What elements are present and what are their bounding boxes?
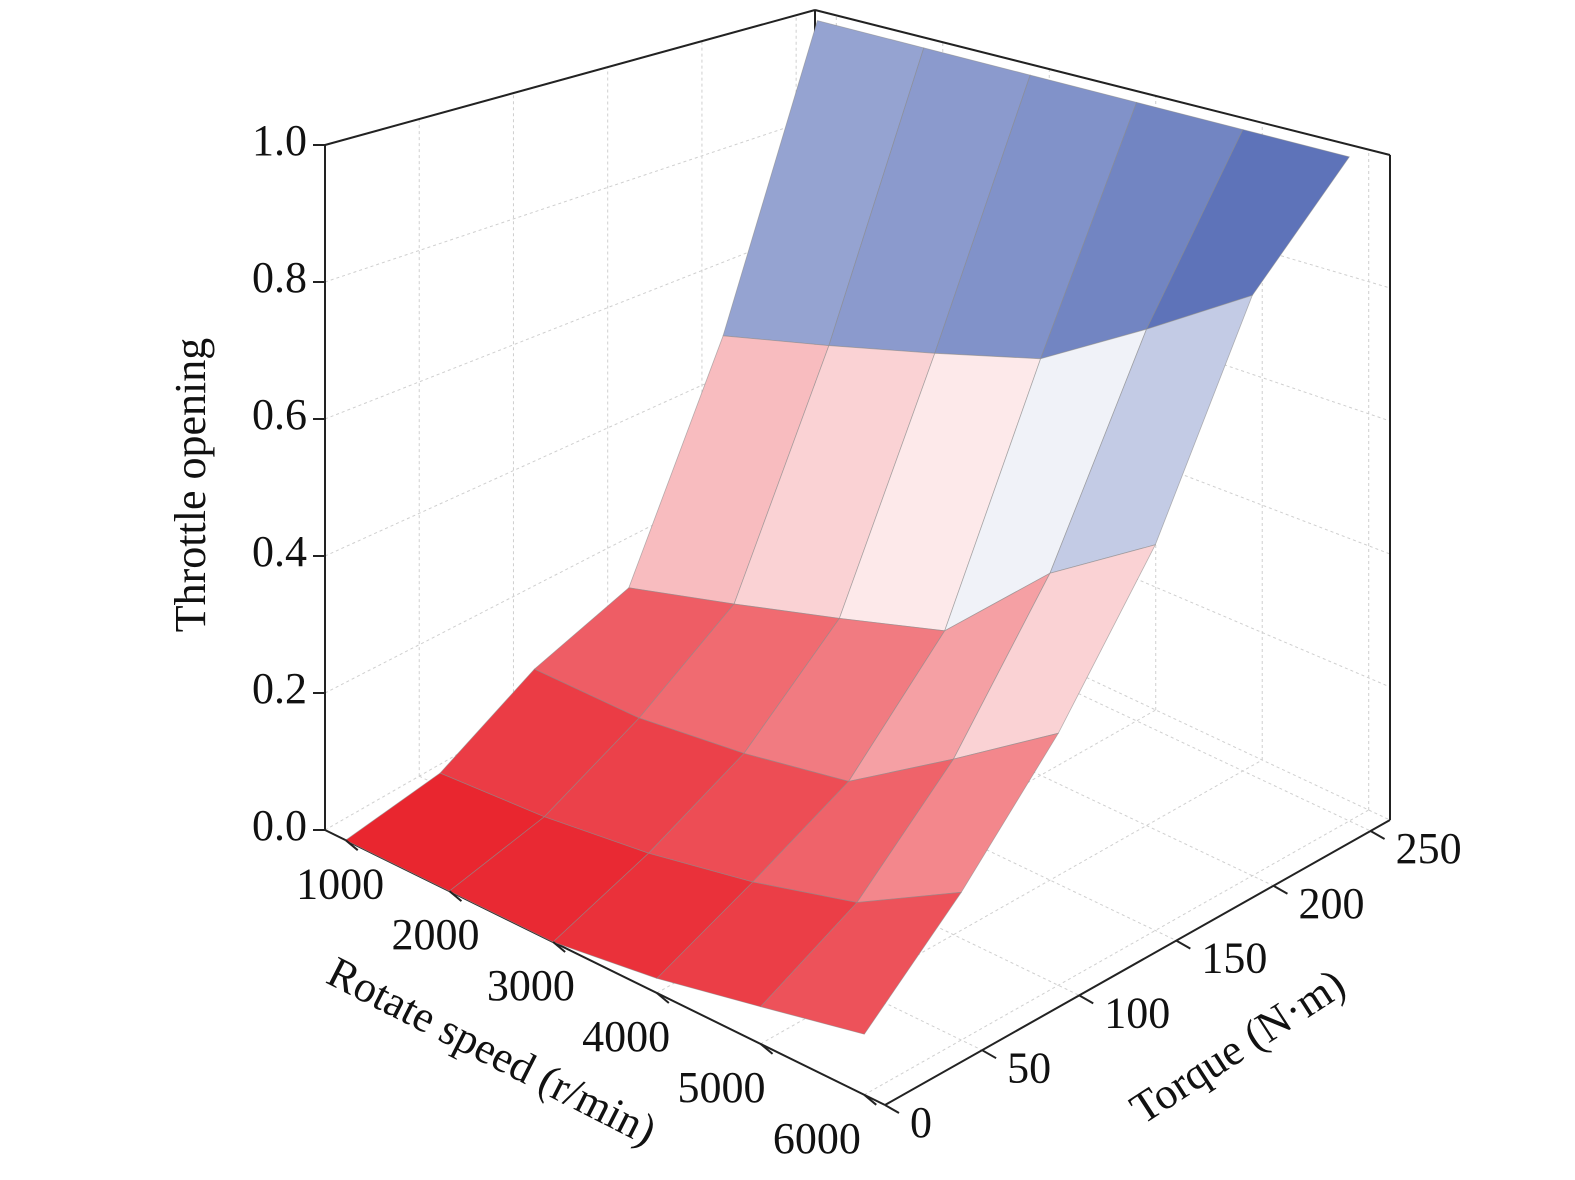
y-tick-label: 150 — [1201, 934, 1267, 983]
z-tick-label: 1.0 — [252, 116, 307, 165]
x-tick-label: 4000 — [582, 1012, 670, 1061]
y-tick-label: 250 — [1396, 824, 1462, 873]
z-tick-label: 0.4 — [252, 527, 307, 576]
z-tick-label: 0.0 — [252, 801, 307, 850]
grid-line — [864, 809, 1369, 1096]
tick-mark — [1078, 994, 1094, 1005]
tick-mark — [884, 1104, 900, 1114]
grid-line — [324, 225, 816, 420]
x-tick-label: 1000 — [296, 859, 384, 908]
z-tick-label: 0.8 — [252, 253, 307, 302]
z-tick-label: 0.6 — [252, 390, 307, 439]
tick-mark — [656, 992, 670, 1004]
tick-mark — [981, 1049, 997, 1060]
grid-line — [324, 117, 816, 283]
z-tick-label: 0.2 — [252, 664, 307, 713]
box-edge — [324, 9, 816, 146]
y-tick-label: 100 — [1104, 988, 1170, 1037]
box-edge — [814, 9, 1391, 156]
x-tick-label: 3000 — [487, 961, 575, 1010]
y-tick-label: 50 — [1007, 1043, 1051, 1092]
tick-mark — [552, 941, 566, 953]
x-tick-label: 6000 — [773, 1114, 861, 1163]
tick-mark — [345, 839, 359, 851]
tick-mark — [759, 1043, 774, 1055]
grid-line — [795, 560, 1371, 832]
y-axis-title: Torque (N·m) — [1122, 959, 1354, 1134]
tick-mark — [1175, 939, 1191, 950]
tick-mark — [1272, 884, 1288, 895]
x-tick-label: 5000 — [678, 1063, 766, 1112]
grid-line — [814, 549, 1391, 821]
surface-cell — [759, 891, 963, 1035]
z-axis-title: Throttle opening — [166, 338, 215, 633]
axis-line — [884, 819, 1391, 1106]
grid-line — [814, 117, 1391, 289]
tick-mark — [863, 1094, 877, 1106]
tick-mark — [1370, 830, 1386, 840]
x-tick-label: 2000 — [391, 910, 479, 959]
tick-mark — [448, 890, 463, 902]
grid-line — [814, 225, 1391, 422]
y-tick-label: 200 — [1298, 879, 1364, 928]
y-tick-label: 0 — [910, 1098, 932, 1147]
